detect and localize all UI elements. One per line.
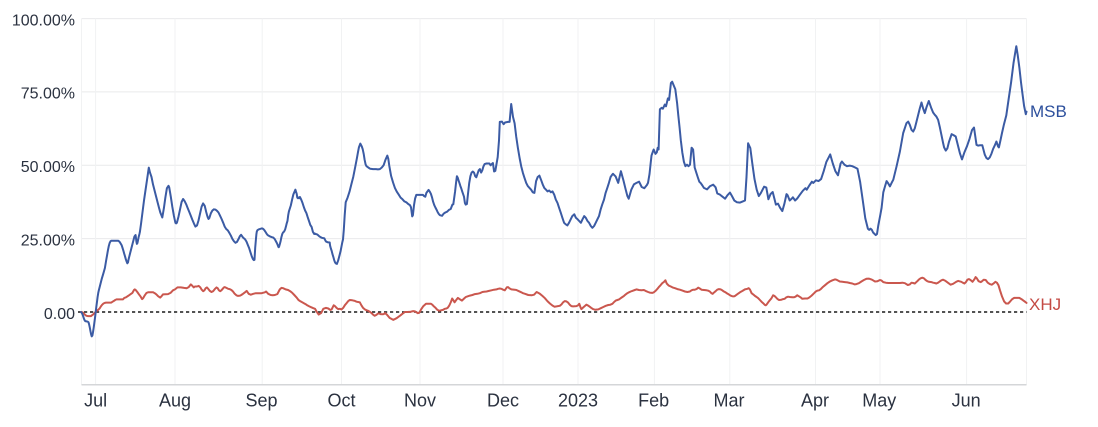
svg-text:Sep: Sep bbox=[245, 391, 277, 411]
svg-text:50.00%: 50.00% bbox=[21, 159, 75, 176]
svg-text:Apr: Apr bbox=[801, 391, 829, 411]
svg-text:0.00: 0.00 bbox=[44, 306, 75, 323]
svg-text:Jun: Jun bbox=[952, 391, 981, 411]
svg-text:Jul: Jul bbox=[84, 391, 107, 411]
svg-text:100.00%: 100.00% bbox=[12, 12, 75, 29]
svg-text:Oct: Oct bbox=[327, 391, 355, 411]
svg-text:Feb: Feb bbox=[638, 391, 669, 411]
svg-text:Mar: Mar bbox=[714, 391, 745, 411]
svg-text:25.00%: 25.00% bbox=[21, 232, 75, 249]
svg-text:Dec: Dec bbox=[487, 391, 519, 411]
svg-text:MSB: MSB bbox=[1030, 102, 1067, 121]
svg-text:75.00%: 75.00% bbox=[21, 86, 75, 103]
svg-text:Nov: Nov bbox=[404, 391, 436, 411]
svg-text:Aug: Aug bbox=[159, 391, 191, 411]
svg-text:May: May bbox=[862, 391, 896, 411]
svg-text:XHJ: XHJ bbox=[1029, 295, 1061, 314]
svg-text:2023: 2023 bbox=[558, 391, 598, 411]
